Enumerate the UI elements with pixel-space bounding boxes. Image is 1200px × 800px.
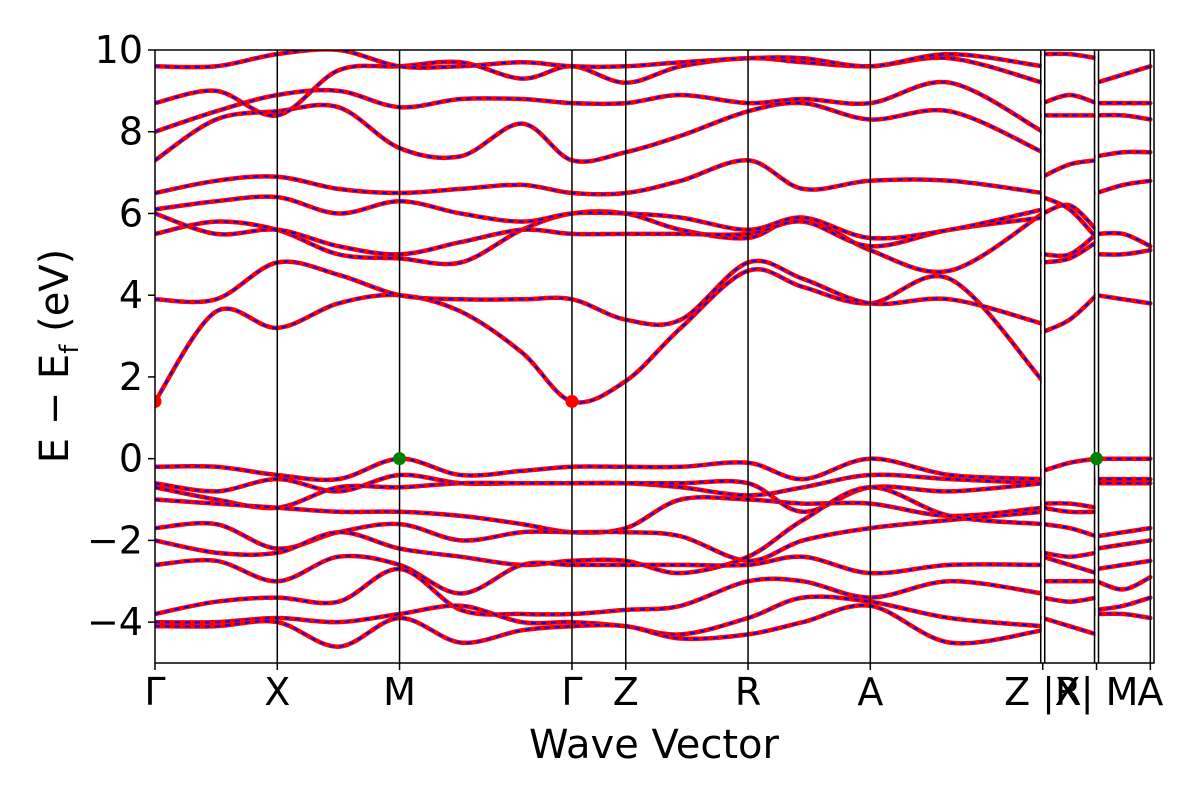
- band-dash-15: [155, 486, 1043, 575]
- band-dash-14: [155, 510, 1043, 562]
- band-dash-18: [155, 595, 1043, 636]
- kpoint-lines-group: [276, 50, 1152, 663]
- band-line-36: [1040, 595, 1099, 604]
- band-line-30: [1040, 501, 1099, 510]
- y-tick-label-1: −2: [87, 518, 143, 562]
- band-line-23: [1040, 202, 1099, 233]
- band-line-27: [1040, 92, 1099, 106]
- band-dash-6: [155, 101, 1044, 163]
- y-tick-label-5: 6: [119, 191, 143, 235]
- x-axis-title: Wave Vector: [529, 722, 780, 768]
- band-line-46: [1094, 611, 1153, 621]
- band-line-41: [1094, 525, 1153, 539]
- segment-gap-1: [1095, 50, 1099, 663]
- x-tick-label-6: A: [857, 670, 883, 714]
- x-tick-label-3: Γ: [561, 670, 582, 714]
- band-dash-25: [1042, 159, 1097, 178]
- band-line-49: [1094, 230, 1153, 249]
- band-dash-2: [155, 210, 1044, 273]
- y-axis-title-unit: (eV): [32, 249, 78, 345]
- cbm-marker-1: [565, 394, 579, 408]
- vbm-marker-3: [1090, 452, 1104, 466]
- y-tick-label-0: −4: [87, 600, 143, 644]
- x-tick-label-2: M: [383, 670, 416, 714]
- band-line-32: [1040, 521, 1099, 539]
- x-tick-label-0: Γ: [144, 670, 165, 714]
- band-line-47: [1094, 292, 1153, 306]
- band-line-42: [1094, 538, 1153, 551]
- band-line-20: [1040, 292, 1099, 335]
- y-tick-label-4: 4: [119, 273, 143, 317]
- y-tick-label-3: 2: [119, 355, 143, 399]
- band-line-45: [1094, 595, 1153, 613]
- extrema-markers-group: [155, 394, 1104, 466]
- x-tick-label-7: Z |R: [1004, 670, 1081, 715]
- x-tick-label-4: Z: [613, 670, 639, 714]
- y-axis-title-subscript: f: [55, 344, 85, 354]
- band-line-28: [1040, 51, 1099, 61]
- band-line-34: [1040, 554, 1099, 576]
- segment-gap-0: [1041, 50, 1045, 663]
- band-line-33: [1040, 550, 1099, 559]
- band-dash-44: [1096, 576, 1151, 591]
- vbm-marker-2: [393, 452, 407, 466]
- band-dash-5: [155, 159, 1043, 196]
- band-line-52: [1094, 112, 1153, 122]
- band-line-51: [1094, 149, 1153, 159]
- band-dash-4: [155, 195, 1043, 240]
- band-dash-22: [1042, 233, 1098, 257]
- band-dash-10: [155, 457, 1043, 481]
- y-tick-label-7: 10: [95, 28, 143, 72]
- band-line-24: [1040, 194, 1099, 241]
- band-dash-12: [155, 480, 1043, 513]
- band-line-48: [1094, 247, 1153, 257]
- cbm-marker-0: [155, 394, 162, 408]
- band-dash-1: [155, 260, 1043, 326]
- band-dash-21: [1042, 241, 1098, 264]
- y-axis-title-main: E − E: [32, 354, 78, 464]
- band-line-50: [1094, 178, 1153, 196]
- y-tick-label-6: 8: [119, 110, 143, 154]
- band-line-43: [1094, 558, 1153, 572]
- band-line-31: [1040, 505, 1099, 515]
- y-ticks-group: −4 −2 0 2 4 6 8 10: [87, 28, 155, 644]
- y-axis-title: E − Ef (eV): [32, 249, 85, 464]
- band-line-37: [1040, 615, 1099, 637]
- band-dash-17: [155, 567, 1043, 616]
- x-tick-label-5: R: [735, 670, 761, 714]
- x-tick-label-1: X: [264, 670, 290, 714]
- band-line-54: [1094, 64, 1153, 85]
- y-tick-label-2: 0: [119, 437, 143, 481]
- x-tick-label-8: X| M: [1055, 670, 1139, 715]
- plot-frame: [154, 49, 1155, 664]
- x-tick-label-9: A: [1137, 670, 1163, 714]
